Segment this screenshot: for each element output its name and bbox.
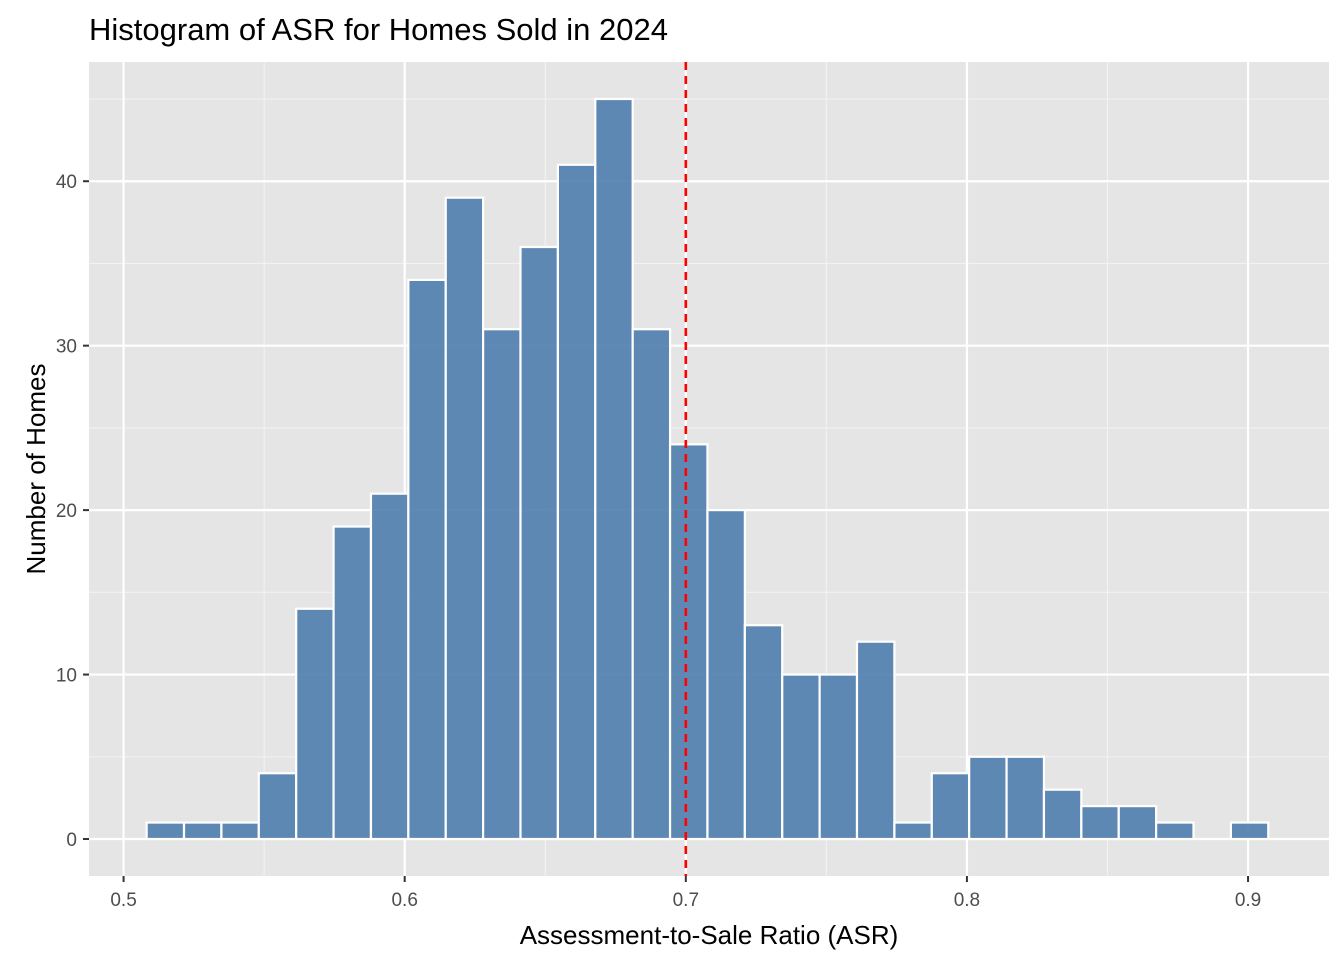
y-axis-title: Number of Homes: [21, 364, 51, 575]
histogram-bar: [743, 624, 784, 841]
x-axis-title: Assessment-to-Sale Ratio (ASR): [520, 920, 899, 950]
histogram-bar: [1229, 821, 1270, 841]
histogram-bar: [182, 821, 223, 841]
histogram-bar: [1155, 821, 1195, 841]
x-tick-label: 0.7: [673, 890, 699, 911]
histogram-bar: [407, 278, 447, 841]
histogram-bar: [444, 196, 485, 841]
histogram-bars: [145, 97, 1270, 841]
histogram-bar: [332, 525, 373, 841]
histogram-bar: [369, 492, 410, 841]
histogram-bar: [519, 245, 560, 841]
y-tick-label: 10: [56, 666, 77, 687]
histogram-bar: [706, 509, 746, 841]
histogram-bar: [145, 821, 186, 841]
histogram-bar: [295, 607, 335, 841]
histogram-bar: [1042, 788, 1083, 841]
histogram-bar: [257, 772, 298, 841]
histogram-bar: [930, 772, 971, 841]
x-tick-label: 0.6: [391, 890, 417, 911]
histogram-bar: [968, 755, 1008, 841]
chart-title: Histogram of ASR for Homes Sold in 2024: [89, 12, 668, 47]
histogram-bar: [1005, 755, 1046, 841]
histogram-bar: [781, 673, 821, 841]
x-axis-ticks: 0.5 0.6 0.7 0.8 0.9: [110, 876, 1261, 911]
histogram-bar: [556, 163, 597, 841]
histogram-bar: [668, 443, 709, 841]
y-tick-label: 0: [66, 830, 77, 851]
y-axis-ticks: 0 10 20 30 40: [56, 172, 89, 851]
histogram-bar: [631, 328, 672, 841]
histogram-bar: [893, 821, 933, 841]
histogram-bar: [855, 640, 896, 841]
y-tick-label: 40: [56, 172, 77, 193]
histogram-bar: [1117, 805, 1158, 841]
x-tick-label: 0.8: [954, 890, 980, 911]
y-tick-label: 30: [56, 337, 77, 358]
y-tick-label: 20: [56, 501, 77, 522]
x-tick-label: 0.5: [110, 890, 136, 911]
histogram-bar: [482, 328, 522, 841]
histogram-bar: [594, 97, 634, 841]
histogram-bar: [818, 673, 859, 841]
x-tick-label: 0.9: [1235, 890, 1261, 911]
histogram-bar: [1080, 805, 1120, 841]
histogram-bar: [220, 821, 260, 841]
